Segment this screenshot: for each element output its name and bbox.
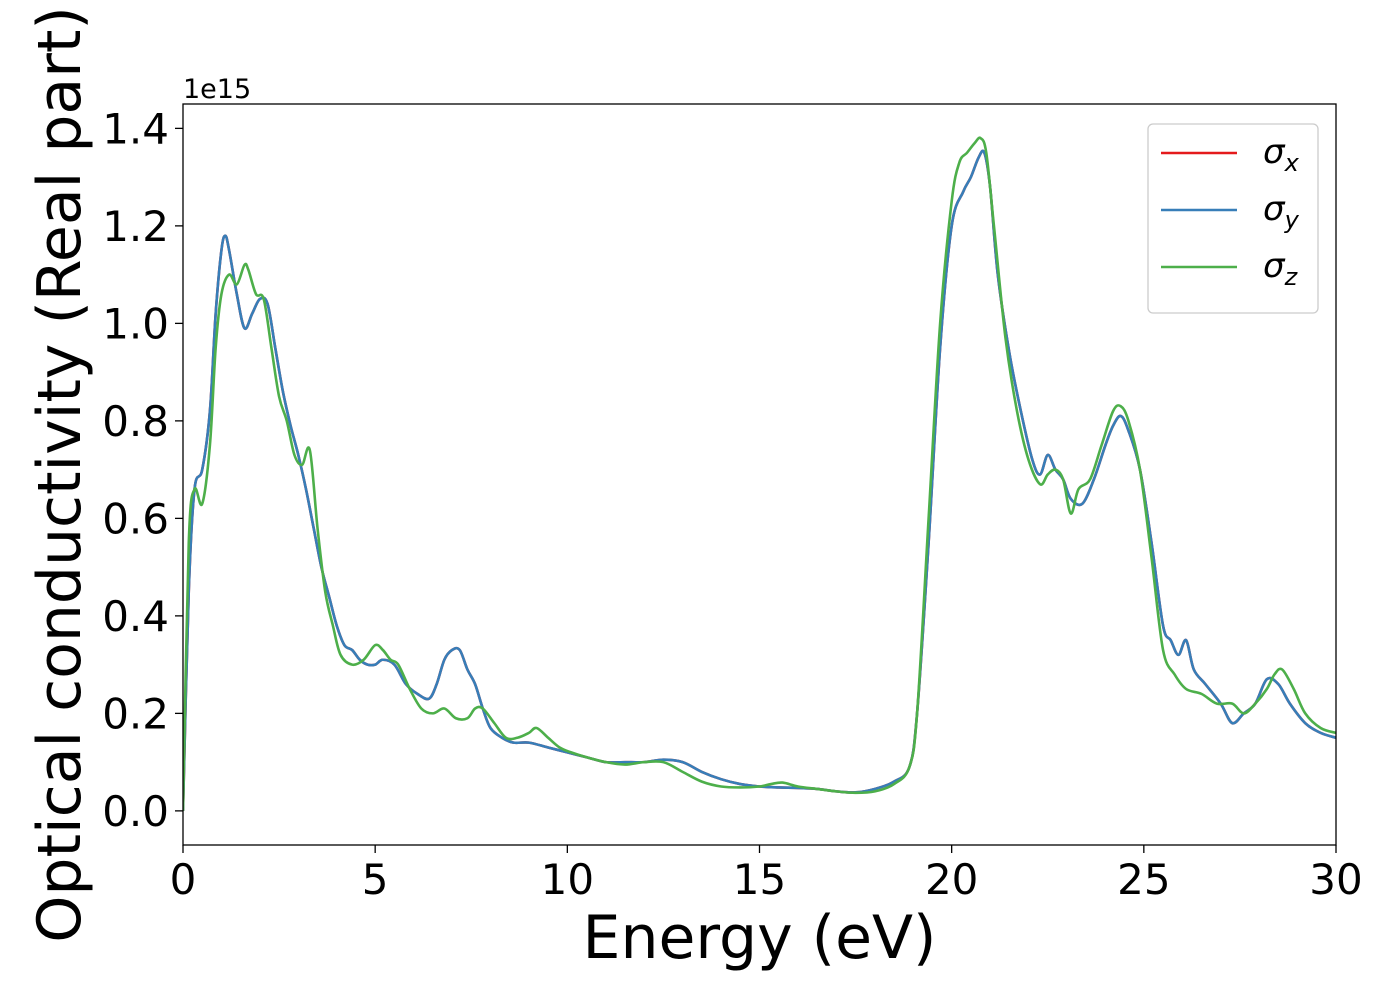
series-line-y	[183, 149, 1336, 811]
legend-label-base: σ	[1263, 132, 1286, 172]
legend-label-base: σ	[1263, 189, 1286, 229]
y-tick-label: 0.2	[102, 689, 169, 738]
ticks-layer: 0 5 10 15 20 25 30 0.0 0.2 0.4 0.6 0.8 1.0 1.2 1.4	[102, 104, 1363, 904]
x-axis-title: Energy (eV)	[583, 903, 937, 973]
legend-label-x: σx	[1263, 132, 1300, 177]
y-tick-label: 0.0	[102, 787, 169, 836]
x-tick-label: 30	[1309, 855, 1362, 904]
legend-label-base: σ	[1263, 246, 1286, 286]
y-offset-label: 1e15	[183, 74, 251, 105]
series-line-z	[183, 136, 1336, 811]
legend-label-subscript: z	[1284, 263, 1299, 291]
y-tick-label: 0.8	[102, 397, 169, 446]
y-tick-label: 1.4	[102, 104, 169, 153]
legend-label-subscript: y	[1284, 206, 1300, 234]
series-layer	[183, 136, 1336, 811]
y-tick-label: 1.0	[102, 299, 169, 348]
x-tick-label: 0	[170, 855, 197, 904]
x-tick-label: 15	[733, 855, 786, 904]
x-tick-label: 5	[362, 855, 389, 904]
y-tick-label: 0.4	[102, 592, 169, 641]
legend-label-subscript: x	[1284, 149, 1300, 177]
x-tick-label: 20	[925, 855, 978, 904]
y-tick-label: 1.2	[102, 202, 169, 251]
y-axis-title: Optical conductivity (Real part)	[25, 6, 95, 943]
y-tick-label: 0.6	[102, 494, 169, 543]
plot-frame	[182, 103, 1337, 846]
x-tick-label: 10	[541, 855, 594, 904]
legend-label-y: σy	[1263, 189, 1300, 234]
legend-label-z: σz	[1263, 246, 1299, 291]
x-tick-label: 25	[1117, 855, 1170, 904]
